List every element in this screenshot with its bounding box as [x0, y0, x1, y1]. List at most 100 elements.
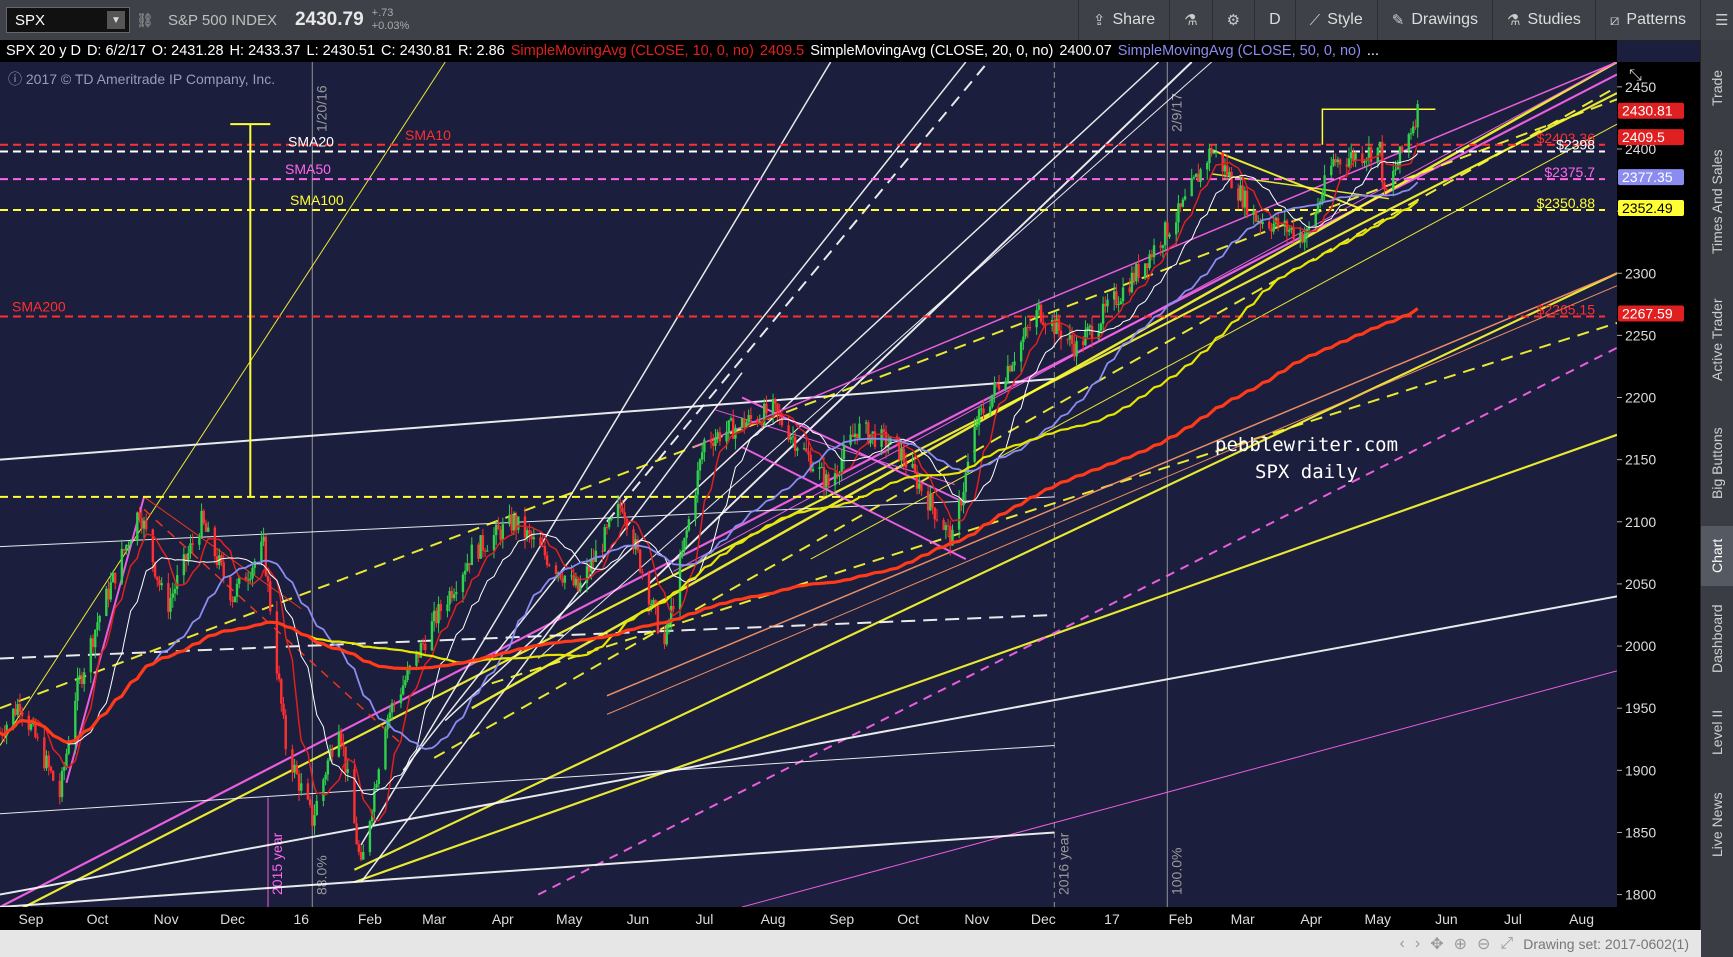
trend-line: [354, 433, 1617, 884]
chevron-down-icon[interactable]: ▼: [107, 11, 125, 29]
sidebar-tab-chart[interactable]: Chart: [1701, 526, 1733, 586]
candle-body: [842, 444, 846, 460]
sidebar-tab-times-and-sales[interactable]: Times And Sales: [1709, 149, 1725, 255]
y-tick-label: 2000: [1625, 638, 1656, 654]
x-tick-label: Feb: [1169, 911, 1193, 927]
candle-body: [607, 519, 611, 528]
link-icon[interactable]: ⛓: [136, 11, 154, 28]
toolbar: SPX ▼ ⛓ S&P 500 INDEX 2430.79 +.73 +0.03…: [0, 0, 1733, 41]
fit-icon[interactable]: ⤢: [1500, 934, 1514, 952]
candle-body: [853, 433, 857, 437]
candle-body: [417, 651, 420, 658]
scroll-left-icon[interactable]: ‹: [1399, 934, 1405, 952]
sma20-label[interactable]: SimpleMovingAvg (CLOSE, 20, 0, no): [810, 43, 1054, 59]
candle-body: [796, 448, 799, 451]
candle-body: [43, 737, 46, 769]
candle-body: [957, 500, 961, 530]
zoom-in-icon[interactable]: ⊕: [1453, 935, 1468, 953]
y-tick-label: 2150: [1625, 452, 1656, 468]
candle-body: [1334, 159, 1337, 163]
candle-body: [887, 444, 890, 448]
candle-body: [191, 543, 194, 545]
menu-button[interactable]: ☰: [1700, 0, 1733, 40]
share-button[interactable]: ⇪ Share: [1077, 0, 1169, 40]
change-abs: +.73: [371, 7, 394, 19]
sidebar-tab-level-ii[interactable]: Level II: [1709, 709, 1725, 755]
candle-body: [207, 527, 210, 532]
sma10-label[interactable]: SimpleMovingAvg (CLOSE, 10, 0, no): [510, 43, 754, 59]
gear-icon: ⚙: [1226, 12, 1241, 29]
patterns-button[interactable]: ⧄ Patterns: [1594, 0, 1700, 40]
scroll-right-icon[interactable]: ›: [1414, 934, 1421, 952]
candle-body: [158, 580, 161, 586]
x-tick-label: Mar: [422, 911, 446, 927]
candle-body: [1398, 146, 1402, 165]
candle-body: [1336, 159, 1340, 163]
candle-body: [98, 615, 101, 623]
candle-body: [306, 783, 310, 800]
candle-body: [282, 703, 285, 716]
candle-body: [355, 823, 358, 845]
sidebar-tab-live-news[interactable]: Live News: [1709, 792, 1725, 858]
share-label: Share: [1112, 11, 1156, 28]
candle-body: [1223, 165, 1227, 172]
style-button[interactable]: ⟋ Style: [1294, 0, 1377, 40]
candle-body: [672, 605, 675, 610]
sidebar-tab-active-trader[interactable]: Active Trader: [1709, 298, 1725, 382]
candle-body: [545, 555, 549, 565]
trend-line: [360, 372, 743, 883]
candle-body: [667, 623, 671, 626]
candle-body: [200, 510, 203, 538]
price-badge-text: 2352.49: [1622, 200, 1673, 216]
candle-body: [1119, 301, 1123, 305]
candle-body: [463, 570, 467, 575]
candle-body: [368, 821, 372, 853]
candle-body: [1132, 272, 1136, 282]
studies-button[interactable]: ⚗ Studies: [1492, 0, 1595, 40]
candle-body: [269, 581, 272, 612]
level-label: $2350.88: [1537, 195, 1596, 211]
candle-body: [740, 418, 744, 428]
candle-body: [548, 564, 551, 566]
candle-body: [244, 576, 248, 582]
x-tick-label: 17: [1104, 911, 1120, 927]
candle-body: [111, 572, 115, 583]
candle-body: [58, 780, 62, 798]
candle-body: [1130, 272, 1134, 293]
sidebar-tab-big-buttons[interactable]: Big Buttons: [1709, 427, 1725, 499]
settings-button[interactable]: ⚙: [1211, 0, 1254, 40]
drawings-button[interactable]: ✎ Drawings: [1376, 0, 1492, 40]
candle-body: [904, 461, 908, 468]
symbol-selector[interactable]: SPX ▼: [6, 7, 130, 33]
x-tick-label: Oct: [897, 911, 919, 927]
candle-body: [687, 519, 691, 531]
sma-20-line: [0, 153, 1418, 796]
flask-button[interactable]: ⚗: [1169, 0, 1211, 40]
candle-body: [1037, 304, 1041, 311]
candle-body: [716, 432, 719, 439]
candle-body: [851, 434, 855, 437]
candle-body: [82, 672, 86, 685]
sidebar-tab-dashboard[interactable]: Dashboard: [1709, 604, 1725, 674]
pan-icon[interactable]: ✥: [1430, 935, 1444, 953]
candle-body: [388, 712, 392, 719]
sidebar-tab-trade[interactable]: Trade: [1709, 69, 1725, 107]
candle-body: [1241, 185, 1244, 208]
candle-body: [982, 408, 985, 414]
candle-body: [63, 766, 66, 771]
more-studies[interactable]: ...: [1366, 43, 1379, 59]
candle-body: [532, 537, 536, 540]
candle-body: [483, 550, 487, 552]
candle-body: [424, 643, 427, 651]
candle-body: [78, 675, 81, 678]
candle-body: [898, 437, 901, 460]
candle-body: [765, 403, 768, 414]
candle-body: [933, 507, 936, 520]
drawing-set[interactable]: Drawing set: 2017-0602(1): [1523, 935, 1689, 952]
style-icon: ⟋: [1309, 11, 1321, 29]
period-button[interactable]: D: [1254, 0, 1295, 40]
sma50-label[interactable]: SimpleMovingAvg (CLOSE, 50, 0, no): [1117, 43, 1361, 59]
candle-body: [731, 418, 735, 439]
zoom-out-icon[interactable]: ⊖: [1477, 935, 1491, 953]
